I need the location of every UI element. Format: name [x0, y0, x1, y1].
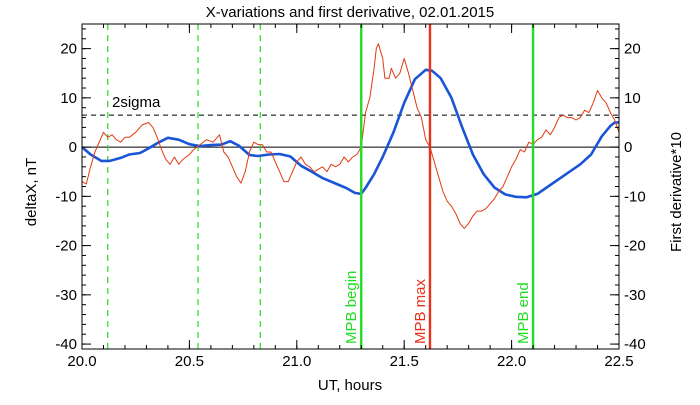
plot-area: 2sigma MPB begin MPB max MPB end 20.0 20.5 21.… — [55, 23, 646, 370]
mpb-marker-label: MPB end — [515, 282, 532, 344]
y-axis-label-right: First derivative*10 — [668, 132, 685, 252]
x-tick-label: 20.5 — [175, 353, 204, 370]
y-tick-label-right: -10 — [624, 188, 646, 205]
y-tick-label-right: -30 — [624, 287, 646, 304]
x-tick-label: 22.5 — [604, 353, 633, 370]
y-tick-label-left: -40 — [55, 336, 77, 353]
mpb-marker-label: MPB max — [412, 278, 429, 344]
y-tick-label-right: 20 — [624, 41, 641, 58]
derivative-series-line — [81, 43, 620, 229]
y-tick-label-left: -10 — [55, 188, 77, 205]
y-tick-label-right: 10 — [624, 90, 641, 107]
y-tick-label-left: -30 — [55, 287, 77, 304]
y-tick-label-left: 0 — [69, 139, 77, 156]
x-tick-label: 21.0 — [282, 353, 311, 370]
x-axis-label: UT, hours — [318, 377, 382, 394]
y-tick-label-left: 10 — [60, 90, 77, 107]
mpb-marker-label: MPB begin — [343, 271, 360, 344]
y-tick-label-left: 20 — [60, 41, 77, 58]
y-axis-label-left: deltaX, nT — [23, 158, 40, 226]
sigma-label: 2sigma — [112, 94, 161, 111]
y-tick-label-right: 0 — [624, 139, 632, 156]
deltax-series-line — [81, 68, 619, 199]
chart-title: X-variations and first derivative, 02.01… — [206, 4, 495, 21]
y-tick-label-right: -20 — [624, 238, 646, 255]
y-tick-label-right: -40 — [624, 336, 646, 353]
x-tick-label: 21.5 — [390, 353, 419, 370]
y-tick-label-left: -20 — [55, 238, 77, 255]
x-tick-label: 20.0 — [67, 353, 96, 370]
x-tick-label: 22.0 — [497, 353, 526, 370]
